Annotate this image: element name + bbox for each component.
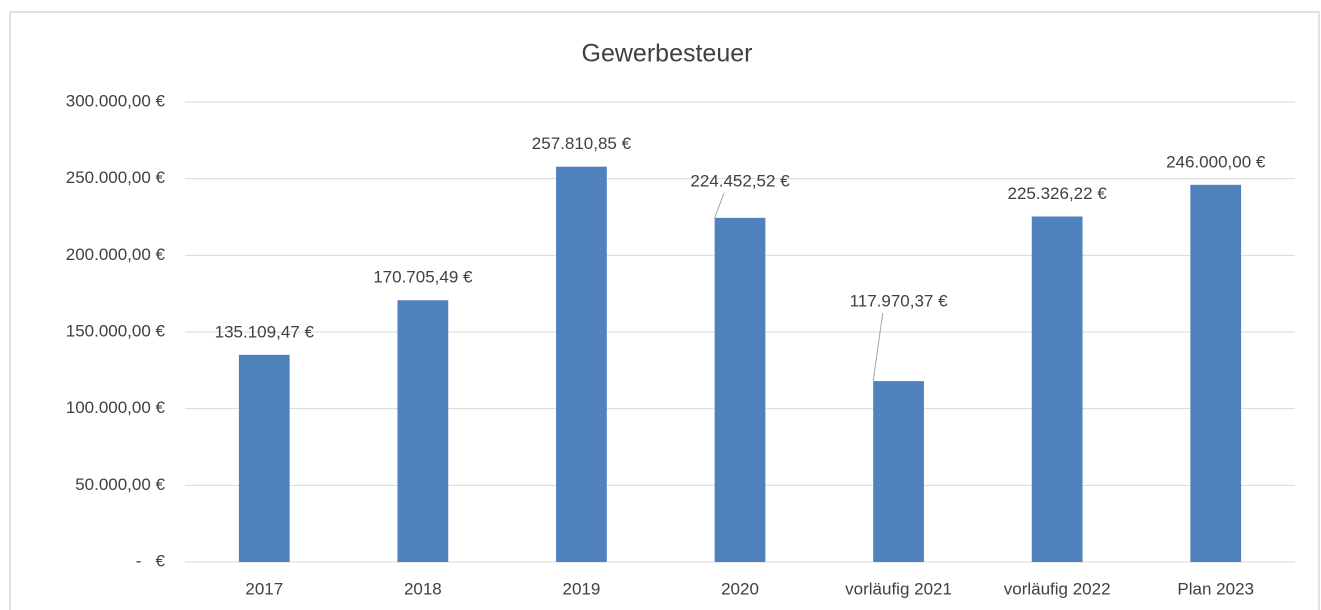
data-label: 257.810,85 € — [532, 134, 632, 153]
data-label: 135.109,47 € — [215, 322, 315, 341]
y-tick-label: 300.000,00 € — [66, 91, 166, 110]
data-label: 246.000,00 € — [1166, 152, 1266, 171]
leader-line — [714, 192, 725, 219]
y-tick-label: - € — [136, 551, 166, 570]
data-label: 224.452,52 € — [690, 171, 790, 190]
x-tick-label: 2020 — [721, 579, 759, 598]
y-tick-label: 250.000,00 € — [66, 168, 166, 187]
bar — [873, 381, 924, 562]
x-tick-label: vorläufig 2021 — [845, 579, 952, 598]
data-label: 170.705,49 € — [373, 268, 473, 287]
x-tick-label: vorläufig 2022 — [1004, 579, 1111, 598]
x-tick-label: 2017 — [245, 579, 283, 598]
x-tick-label: 2018 — [404, 579, 442, 598]
x-tick-label: 2019 — [563, 579, 601, 598]
bar — [556, 166, 607, 562]
y-tick-label: 100.000,00 € — [66, 398, 166, 417]
bar — [1190, 184, 1242, 563]
bar — [1031, 216, 1083, 562]
leader-line — [872, 313, 884, 382]
chart-title: Gewerbesteuer — [582, 40, 753, 68]
bar — [397, 300, 449, 562]
y-tick-label: 200.000,00 € — [66, 245, 166, 264]
x-tick-label: Plan 2023 — [1177, 579, 1254, 598]
data-label: 225.326,22 € — [1008, 184, 1108, 203]
y-tick-label: 150.000,00 € — [66, 321, 166, 340]
y-tick-label: 50.000,00 € — [75, 475, 165, 494]
chart-frame — [9, 11, 1320, 610]
bar — [238, 354, 290, 562]
bar — [714, 217, 766, 562]
data-label: 117.970,37 € — [850, 292, 949, 311]
